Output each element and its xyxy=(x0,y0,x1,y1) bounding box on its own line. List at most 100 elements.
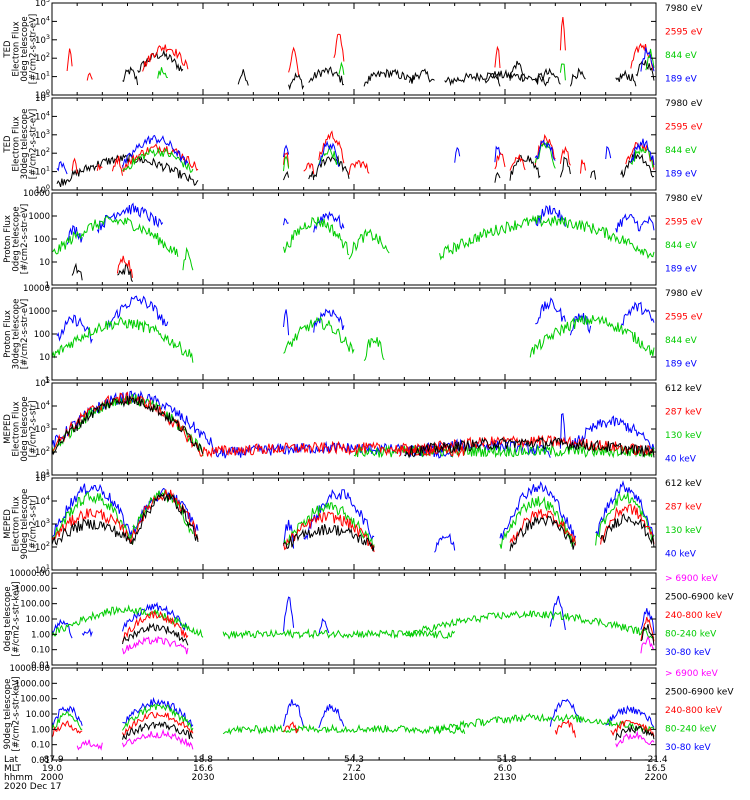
series-segment xyxy=(635,60,655,81)
series-612-kev xyxy=(52,395,655,459)
series-segment xyxy=(96,164,103,171)
series-segment xyxy=(116,255,133,278)
panel-traces xyxy=(52,480,655,553)
y-tick-label: 1 xyxy=(45,376,50,386)
legend-entry: 240-800 keV xyxy=(665,706,723,716)
series-segment xyxy=(283,151,290,168)
legend-entry: 2595 eV xyxy=(665,123,703,133)
footer-row-label: hhmm xyxy=(4,773,33,783)
series-segment xyxy=(122,147,194,173)
series-segment xyxy=(549,698,581,727)
series-segment xyxy=(529,315,655,358)
series-segment xyxy=(559,17,566,51)
series-segment xyxy=(595,492,655,546)
series-segment xyxy=(283,596,295,632)
series--6900-kev xyxy=(122,635,655,655)
y-axis-title-line: Electron Flux xyxy=(12,21,22,76)
series-segment xyxy=(52,711,83,731)
y-axis-title-line: [#/cm2-s-str-keV] xyxy=(12,677,22,752)
y-axis-title-line: Electron Flux xyxy=(12,401,22,456)
series-segment xyxy=(333,33,345,62)
legend-entry: > 6900 keV xyxy=(665,574,719,584)
series-844-ev xyxy=(122,141,655,173)
series-segment xyxy=(122,66,139,86)
series-segment xyxy=(569,67,586,87)
y-axis-title-line: Proton Flux xyxy=(3,310,13,358)
legend-entry: 130 keV xyxy=(665,431,702,441)
series-segment xyxy=(52,618,73,639)
series-2595-ev xyxy=(71,130,655,176)
legend-entry: 40 keV xyxy=(665,550,697,560)
y-tick-label: 1 xyxy=(45,281,50,291)
y-tick-label: 102 xyxy=(35,540,50,553)
y-tick-label: 100.00 xyxy=(20,695,50,705)
y-tick-label: 10000.00 xyxy=(9,664,50,674)
series-segment xyxy=(353,444,655,459)
plot-area xyxy=(52,193,656,285)
series-segment xyxy=(494,171,501,183)
series-segment xyxy=(615,69,637,87)
series-segment xyxy=(348,228,390,260)
legend-entry: 7980 eV xyxy=(665,99,703,109)
series-segment xyxy=(318,144,340,166)
series-segment xyxy=(288,72,305,91)
y-tick-label: 100 xyxy=(34,330,50,340)
y-axis-title-line: 30deg telescope xyxy=(12,299,22,370)
series-segment xyxy=(76,739,103,751)
legend-entry: 844 eV xyxy=(665,146,698,156)
series-segment xyxy=(318,140,340,168)
series-segment xyxy=(534,139,556,161)
series-segment xyxy=(81,627,93,638)
y-axis-title-line: 0deg telescope xyxy=(20,396,30,461)
footer-value: 2000 xyxy=(41,773,64,783)
y-tick-label: 10000.00 xyxy=(9,569,50,579)
series-7980-ev xyxy=(56,152,655,188)
series-segment xyxy=(615,724,655,741)
series-segment xyxy=(408,68,435,84)
date-label: 2020 Dec 17 xyxy=(4,782,62,792)
series-segment xyxy=(122,635,189,655)
y-tick-label: 104 xyxy=(35,494,50,507)
series-30-80-kev xyxy=(52,595,655,639)
y-axis-title-line: 0deg telescope xyxy=(20,16,30,81)
series-segment xyxy=(535,297,566,325)
legend-entry: 2500-6900 keV xyxy=(665,593,734,603)
series-segment xyxy=(122,721,194,741)
legend-entry: 612 keV xyxy=(665,384,702,394)
time-axis-footer: Lat -87.9 18.8 54.3 -51.8 -21.4 MLT 19.0 16.6 7.2… xyxy=(4,755,668,792)
series-segment xyxy=(132,489,199,540)
series--6900-kev xyxy=(76,728,655,751)
footer-value: 2100 xyxy=(343,773,366,783)
footer-value: 7.2 xyxy=(347,764,361,774)
y-tick-label: 1000.00 xyxy=(15,584,50,594)
series-segment xyxy=(630,138,655,166)
series-segment xyxy=(363,68,415,87)
series-segment xyxy=(620,301,655,327)
panel-traces xyxy=(56,130,655,188)
legend-entry: 240-800 keV xyxy=(665,611,723,621)
series-segment xyxy=(182,246,194,271)
series-segment xyxy=(640,624,655,646)
series-240-800-kev xyxy=(52,711,655,738)
y-tick-label: 103 xyxy=(35,517,50,530)
y-tick-label: 103 xyxy=(35,422,50,435)
series-segment xyxy=(610,719,655,737)
panel-traces xyxy=(66,17,655,91)
legend-entry: 287 keV xyxy=(665,503,702,513)
series-segment xyxy=(56,314,93,345)
footer-row-label: Lat xyxy=(4,755,19,765)
y-axis-title-line: 0deg telescope xyxy=(12,206,22,271)
legend-entry: 189 eV xyxy=(665,170,698,180)
legend-entry: 189 eV xyxy=(665,360,698,370)
series-segment xyxy=(283,699,305,728)
series-segment xyxy=(283,217,289,226)
y-tick-label: 10.00 xyxy=(26,615,50,625)
y-tick-label: 103 xyxy=(35,33,50,46)
y-tick-label: 100 xyxy=(35,183,50,196)
series-segment xyxy=(640,608,655,634)
y-tick-label: 1.00 xyxy=(31,630,50,640)
series-segment xyxy=(283,216,350,256)
